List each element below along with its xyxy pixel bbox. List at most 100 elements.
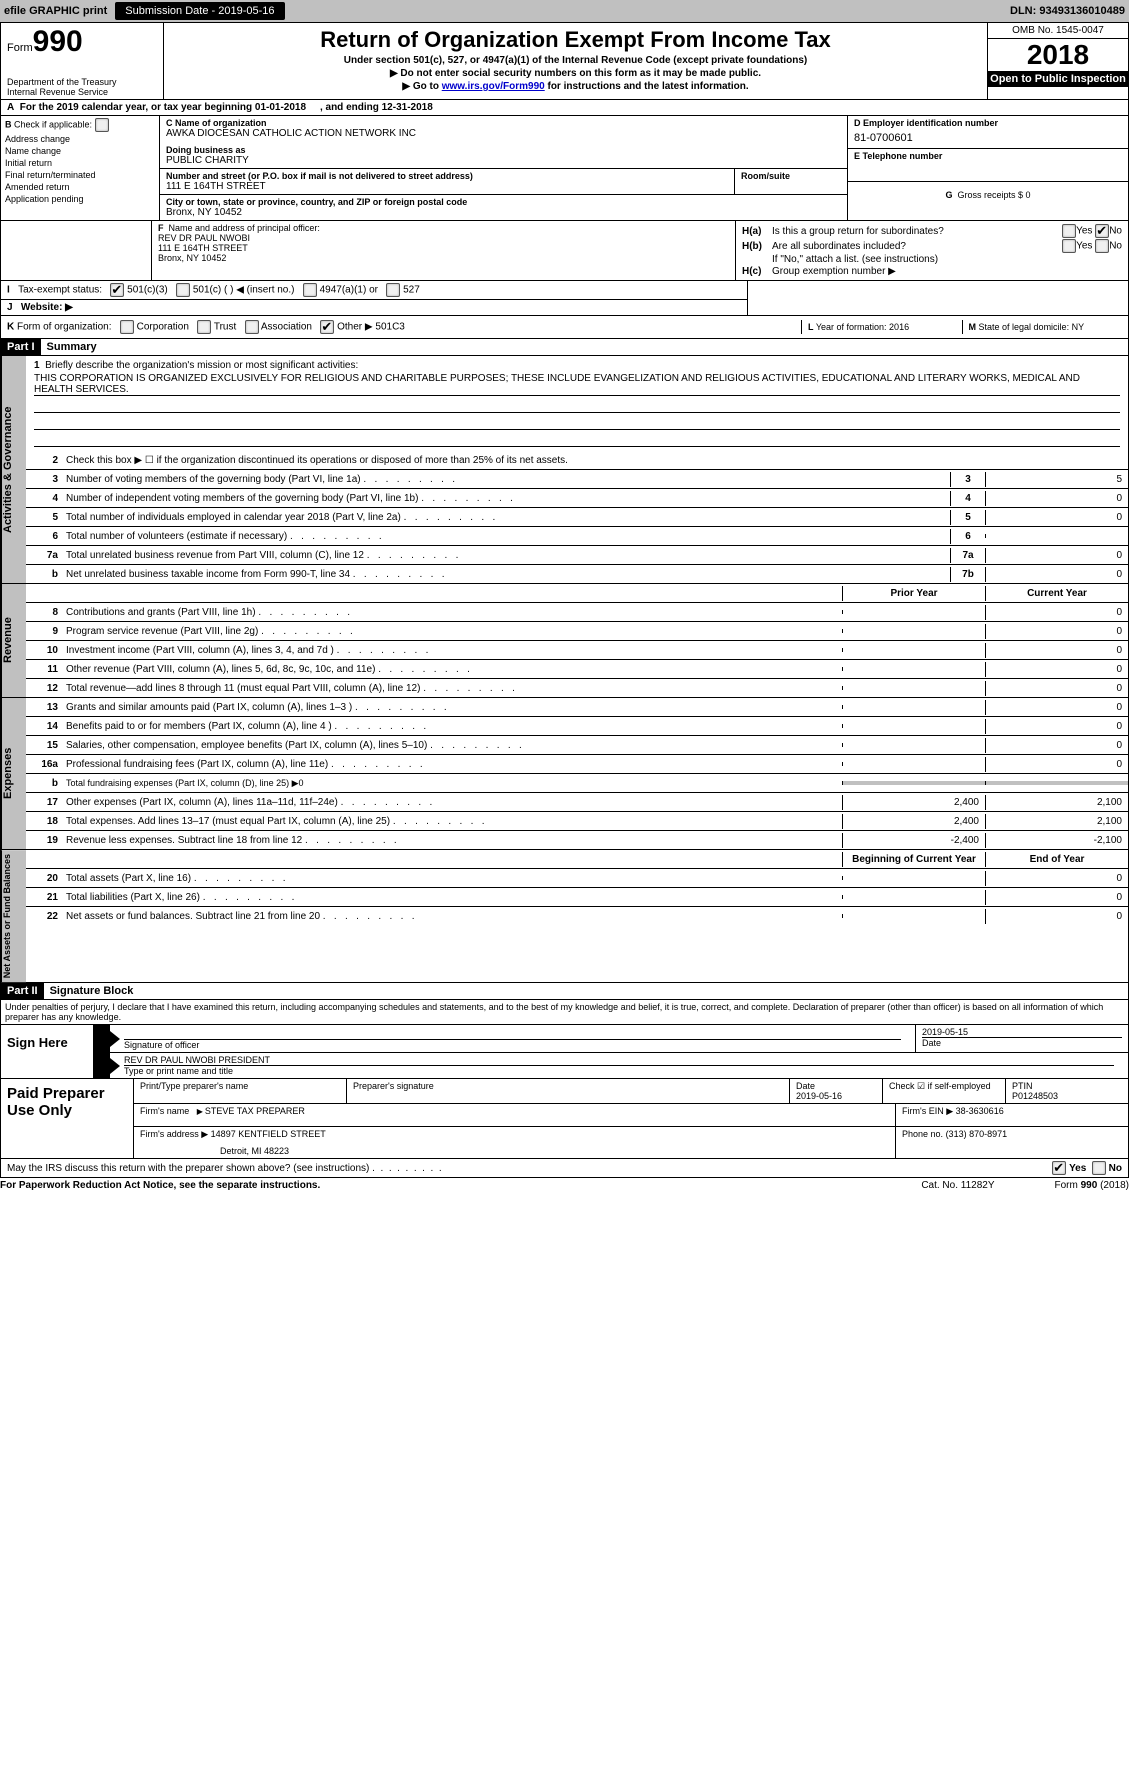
section-bcdeg: B Check if applicable: Address change Na…: [0, 116, 1129, 221]
self-emp-text: Check ☑ if self-employed: [889, 1081, 991, 1091]
mission-label: Briefly describe the organization's miss…: [45, 360, 358, 371]
activities-line: 7a Total unrelated business revenue from…: [26, 546, 1128, 565]
opt-other: Other ▶: [337, 322, 372, 333]
line-num: 17: [26, 795, 62, 810]
chk-final: Final return/terminated: [5, 170, 155, 180]
omb: OMB No. 1545-0047: [988, 23, 1128, 39]
line-text: Number of independent voting members of …: [62, 491, 950, 506]
preparer-label: Paid Preparer Use Only: [1, 1079, 134, 1158]
hb-yes: Yes: [1076, 241, 1092, 252]
col-ij-left: I Tax-exempt status: 501(c)(3) 501(c) ( …: [1, 281, 747, 315]
4947-checkbox[interactable]: [303, 283, 317, 297]
assoc-checkbox[interactable]: [245, 320, 259, 334]
ha-yes-checkbox[interactable]: [1062, 224, 1076, 238]
trust-checkbox[interactable]: [197, 320, 211, 334]
irs: Internal Revenue Service: [7, 87, 157, 97]
hb-text: Are all subordinates included?: [772, 241, 906, 252]
line-prior: -2,400: [842, 833, 985, 848]
org-name-label: C Name of organization: [166, 118, 841, 128]
org-name-row: C Name of organization AWKA DIOCESAN CAT…: [160, 116, 847, 169]
line-row: b Total fundraising expenses (Part IX, c…: [26, 774, 1128, 793]
col-b: B Check if applicable: Address change Na…: [1, 116, 160, 220]
opt-4947: 4947(a)(1) or: [320, 285, 378, 296]
opt-527: 527: [403, 285, 420, 296]
501c-checkbox[interactable]: [176, 283, 190, 297]
line-prior: 2,400: [842, 795, 985, 810]
line-num: 15: [26, 738, 62, 753]
line-row: 21 Total liabilities (Part X, line 26) 0: [26, 888, 1128, 907]
line-box: 5: [950, 510, 985, 525]
corp-checkbox[interactable]: [120, 320, 134, 334]
checkbox-applicable[interactable]: [95, 118, 109, 132]
opt-trust: Trust: [214, 322, 236, 333]
street-row: Number and street (or P.O. box if mail i…: [160, 169, 847, 195]
sign-arrow-icon-2: [94, 1053, 110, 1078]
bottom-row: For Paperwork Reduction Act Notice, see …: [0, 1178, 1129, 1193]
row-m-text: State of legal domicile: NY: [979, 322, 1085, 332]
ha-no-checkbox[interactable]: [1095, 224, 1109, 238]
row-i-label: I: [7, 285, 10, 296]
activities-line: 6 Total number of volunteers (estimate i…: [26, 527, 1128, 546]
discuss-yes-checkbox[interactable]: [1052, 1161, 1066, 1175]
line-num: b: [26, 776, 62, 791]
mission-blank3: [34, 432, 1120, 447]
ptin-label: PTIN: [1012, 1081, 1122, 1091]
line-val: 0: [985, 491, 1128, 506]
line-text: Number of voting members of the governin…: [62, 472, 950, 487]
footer-left: For Paperwork Reduction Act Notice, see …: [0, 1180, 320, 1191]
line-val: 5: [985, 472, 1128, 487]
irs-link[interactable]: www.irs.gov/Form990: [442, 81, 545, 92]
line-curr: 0: [985, 624, 1128, 639]
mission-box: 1 Briefly describe the organization's mi…: [26, 356, 1128, 451]
line-curr: 0: [985, 643, 1128, 658]
line-prior: [842, 705, 985, 709]
ha-no: No: [1109, 226, 1122, 237]
line-row: 9 Program service revenue (Part VIII, li…: [26, 622, 1128, 641]
line-prior: [842, 667, 985, 671]
527-checkbox[interactable]: [386, 283, 400, 297]
header: Form990 Department of the Treasury Inter…: [0, 23, 1129, 100]
firm-addr1: 14897 KENTFIELD STREET: [211, 1129, 326, 1139]
line-curr: 0: [985, 738, 1128, 753]
city-row: City or town, state or province, country…: [160, 195, 847, 220]
mission-text: THIS CORPORATION IS ORGANIZED EXCLUSIVEL…: [34, 373, 1120, 396]
sign-here-label: Sign Here: [1, 1025, 94, 1078]
firm-ein: 38-3630616: [956, 1106, 1004, 1116]
line-num: 3: [26, 472, 62, 487]
line-num: 22: [26, 909, 62, 924]
line-gray: [842, 781, 985, 785]
row-j-label: J: [7, 302, 13, 313]
mission-blank2: [34, 415, 1120, 430]
line-text: Grants and similar amounts paid (Part IX…: [62, 700, 842, 715]
discuss-no-checkbox[interactable]: [1092, 1161, 1106, 1175]
firm-ein-label: Firm's EIN ▶: [902, 1106, 953, 1116]
line-prior: [842, 895, 985, 899]
header-right: OMB No. 1545-0047 2018 Open to Public In…: [987, 23, 1128, 99]
line-num: 6: [26, 529, 62, 544]
form-note2: ▶ Go to www.irs.gov/Form990 for instruct…: [168, 81, 983, 92]
header-center: Return of Organization Exempt From Incom…: [164, 23, 987, 99]
street-label: Number and street (or P.O. box if mail i…: [166, 171, 728, 181]
other-checkbox[interactable]: [320, 320, 334, 334]
line-row: 18 Total expenses. Add lines 13–17 (must…: [26, 812, 1128, 831]
line-curr: 0: [985, 605, 1128, 620]
ptin: P01248503: [1012, 1091, 1122, 1101]
line-row: 16a Professional fundraising fees (Part …: [26, 755, 1128, 774]
line-num: 18: [26, 814, 62, 829]
sig-date: 2019-05-15: [922, 1027, 1122, 1037]
activities-line: 4 Number of independent voting members o…: [26, 489, 1128, 508]
line-curr: 2,100: [985, 795, 1128, 810]
dba: PUBLIC CHARITY: [166, 155, 841, 166]
hb-yes-checkbox[interactable]: [1062, 239, 1076, 253]
discuss-no: No: [1109, 1163, 1122, 1174]
line-text: Check this box ▶ ☐ if the organization d…: [62, 453, 1128, 468]
row-k-label: K: [7, 322, 14, 333]
firm-addr-label: Firm's address ▶: [140, 1129, 208, 1139]
open-public: Open to Public Inspection: [988, 71, 1128, 87]
line-row: 15 Salaries, other compensation, employe…: [26, 736, 1128, 755]
line-row: 14 Benefits paid to or for members (Part…: [26, 717, 1128, 736]
hb-no-checkbox[interactable]: [1095, 239, 1109, 253]
501c3-checkbox[interactable]: [110, 283, 124, 297]
note2-post: for instructions and the latest informat…: [545, 81, 749, 92]
line-box: 3: [950, 472, 985, 487]
